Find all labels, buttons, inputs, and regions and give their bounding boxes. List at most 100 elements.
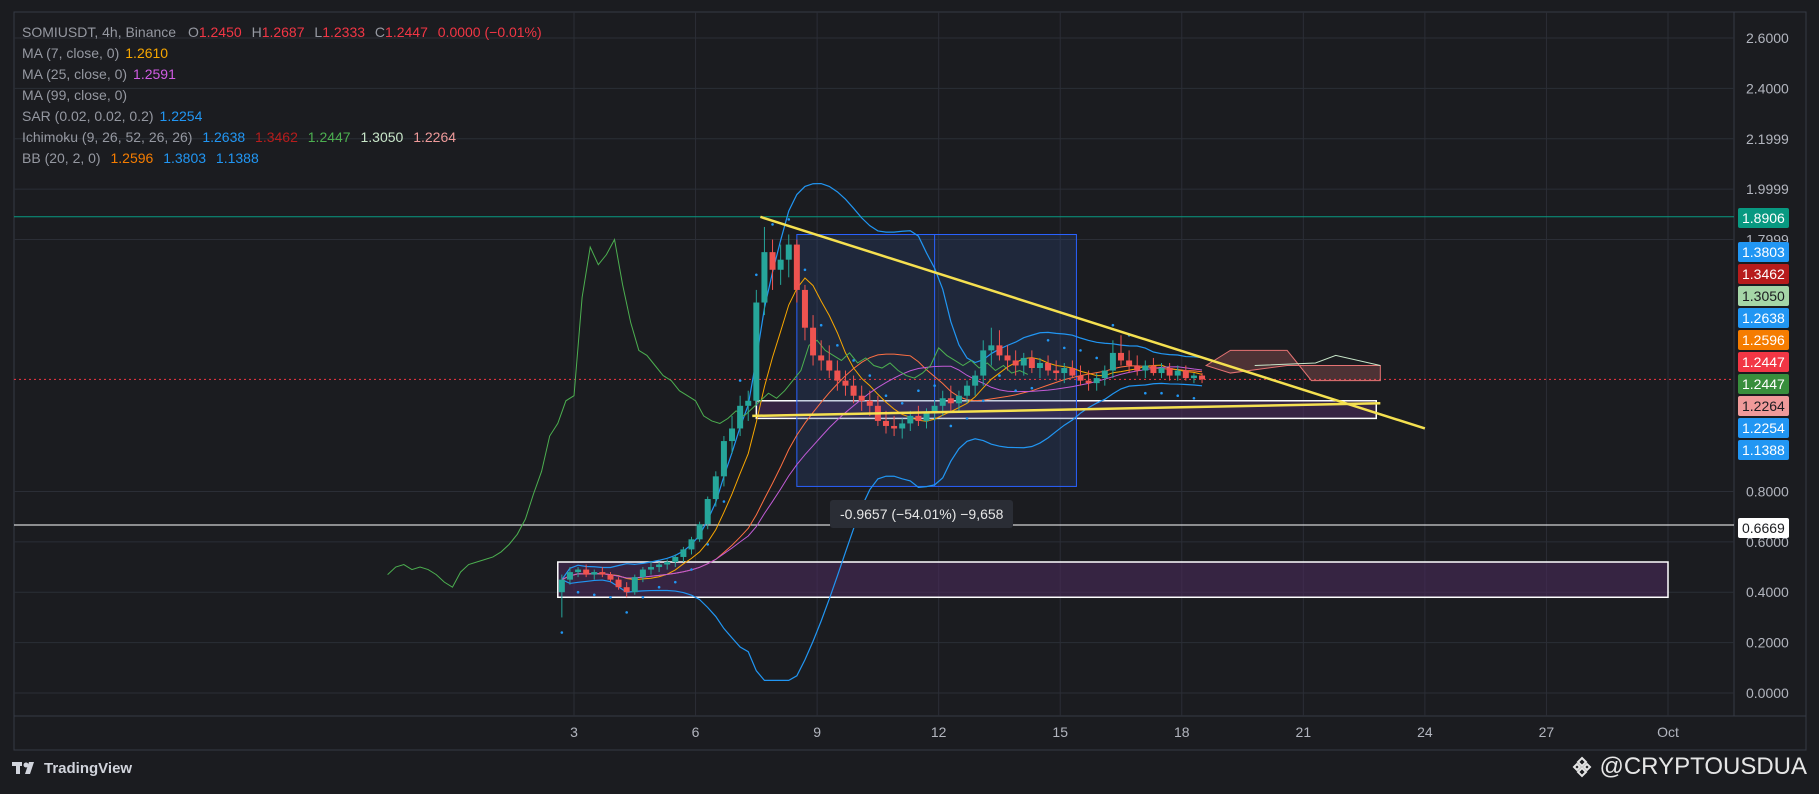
candle-body[interactable] <box>1182 370 1189 379</box>
candle-body[interactable] <box>972 375 979 386</box>
measure-tooltip: -0.9657 (−54.01%) −9,658 <box>830 500 1014 528</box>
support-zone[interactable] <box>557 561 1669 599</box>
candle-body[interactable] <box>1118 352 1124 361</box>
candle-body[interactable] <box>964 385 971 396</box>
legend-ma99[interactable]: MA (99, close, 0) <box>22 85 542 106</box>
candle-body[interactable] <box>1166 368 1173 376</box>
candle-body[interactable] <box>1077 375 1084 381</box>
candle-body[interactable] <box>899 423 906 429</box>
candle-body[interactable] <box>656 564 663 568</box>
candle-body[interactable] <box>696 524 703 540</box>
candle-body[interactable] <box>907 415 914 424</box>
candle-body[interactable] <box>680 549 687 557</box>
candle-body[interactable] <box>996 345 1003 356</box>
candle-body[interactable] <box>1109 352 1116 371</box>
candle-body[interactable] <box>1036 362 1043 369</box>
candle-body[interactable] <box>607 574 614 580</box>
candle-body[interactable] <box>1053 370 1060 374</box>
candle-body[interactable] <box>834 370 841 381</box>
candle-body[interactable] <box>631 577 638 593</box>
candle-body[interactable] <box>923 413 930 421</box>
candle-body[interactable] <box>1061 368 1068 374</box>
candle-body[interactable] <box>939 398 946 406</box>
plot-area[interactable] <box>13 11 1735 717</box>
legend-ma7[interactable]: MA (7, close, 0) 1.2610 <box>22 43 542 64</box>
candle-body[interactable] <box>575 569 582 573</box>
candle-body[interactable] <box>647 567 654 570</box>
candle-body[interactable] <box>745 400 752 406</box>
candle-body[interactable] <box>591 572 598 575</box>
candle-body[interactable] <box>566 572 573 580</box>
candle-body[interactable] <box>801 289 808 328</box>
candle-body[interactable] <box>1150 365 1157 374</box>
candle-body[interactable] <box>712 476 719 500</box>
candle-body[interactable] <box>672 556 679 562</box>
candle-body[interactable] <box>842 380 849 386</box>
candle-body[interactable] <box>1085 380 1092 384</box>
candle-body[interactable] <box>858 395 865 401</box>
candle-body[interactable] <box>1069 368 1076 376</box>
sar-dot <box>706 543 710 546</box>
candle-body[interactable] <box>882 420 889 426</box>
candle-body[interactable] <box>729 428 736 442</box>
candle-body[interactable] <box>688 539 695 550</box>
candle-body[interactable] <box>947 398 954 404</box>
candle-body[interactable] <box>761 252 768 303</box>
candle-body[interactable] <box>664 562 671 565</box>
candle-body[interactable] <box>1101 370 1108 379</box>
candle-body[interactable] <box>891 425 898 429</box>
candle-body[interactable] <box>583 569 590 575</box>
candle-body[interactable] <box>599 572 606 575</box>
tradingview-logo[interactable]: TradingView <box>12 760 132 777</box>
candle-body[interactable] <box>1142 365 1149 371</box>
sar-dot <box>917 389 920 392</box>
candle-body[interactable] <box>1126 360 1133 366</box>
candle-body[interactable] <box>980 350 987 376</box>
candle-body[interactable] <box>1190 375 1197 379</box>
trendline[interactable] <box>760 215 1426 430</box>
candle-body[interactable] <box>915 415 922 421</box>
candle-body[interactable] <box>1004 355 1011 361</box>
candle-body[interactable] <box>769 252 776 270</box>
candle-body[interactable] <box>1199 375 1206 380</box>
candle-body[interactable] <box>639 569 646 578</box>
candle-body[interactable] <box>826 360 833 371</box>
sar-dot <box>625 611 628 614</box>
candle-body[interactable] <box>777 259 784 270</box>
candle-body[interactable] <box>810 327 817 356</box>
candle-body[interactable] <box>785 244 792 260</box>
candle-body[interactable] <box>720 441 727 477</box>
candle-body[interactable] <box>1134 365 1141 371</box>
candle-body[interactable] <box>1093 378 1100 384</box>
legend-sar[interactable]: SAR (0.02, 0.02, 0.2) 1.2254 <box>22 106 542 127</box>
candle-body[interactable] <box>753 302 760 401</box>
candle-body[interactable] <box>1028 357 1035 369</box>
candle-body[interactable] <box>704 499 711 525</box>
ma7-value: 1.2610 <box>125 45 169 61</box>
candle-body[interactable] <box>1158 368 1165 374</box>
legend-ichimoku[interactable]: Ichimoku (9, 26, 52, 26, 26) 1.2638 1.34… <box>22 127 542 148</box>
candle-body[interactable] <box>931 405 938 414</box>
candle-body[interactable] <box>737 405 744 429</box>
legend-ma25[interactable]: MA (25, close, 0) 1.2591 <box>22 64 542 85</box>
candle-body[interactable] <box>988 345 995 351</box>
candle-body[interactable] <box>615 579 622 588</box>
candle-body[interactable] <box>623 587 630 593</box>
candle-body[interactable] <box>1045 362 1052 371</box>
candle-body[interactable] <box>558 579 565 593</box>
candle-body[interactable] <box>955 395 962 404</box>
candle-body[interactable] <box>850 385 857 396</box>
candle-body[interactable] <box>866 400 873 406</box>
candle-body[interactable] <box>1012 360 1019 366</box>
price-tag: 1.2254 <box>1738 418 1789 438</box>
candle-body[interactable] <box>1020 357 1027 366</box>
time-axis-pane[interactable] <box>13 715 1807 751</box>
trendline[interactable] <box>752 402 1381 418</box>
candle-body[interactable] <box>1174 370 1181 376</box>
candle-body[interactable] <box>793 244 800 290</box>
ichimoku-cloud <box>1204 349 1381 382</box>
legend-bb[interactable]: BB (20, 2, 0) 1.2596 1.3803 1.1388 <box>22 148 542 169</box>
y-tick-label: 2.1999 <box>1746 131 1789 147</box>
candle-body[interactable] <box>818 355 825 361</box>
